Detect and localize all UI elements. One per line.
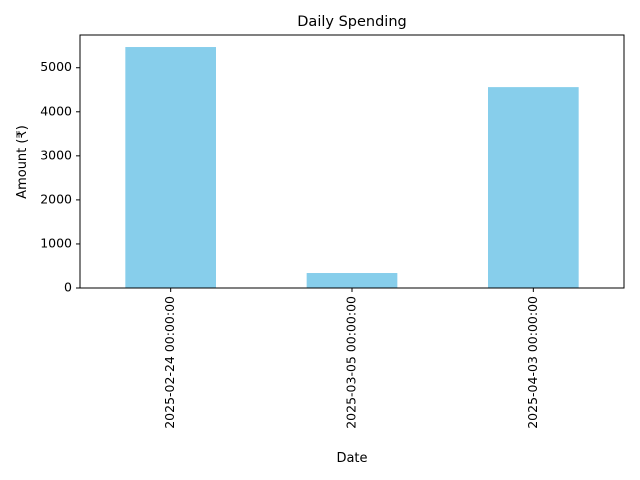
x-axis-label: Date bbox=[336, 451, 367, 466]
y-tick-label: 5000 bbox=[40, 59, 72, 74]
x-tick-label: 2025-02-24 00:00:00 bbox=[162, 296, 177, 429]
y-tick-label: 4000 bbox=[40, 103, 72, 118]
y-tick-label: 2000 bbox=[40, 191, 72, 206]
y-tick-label: 3000 bbox=[40, 147, 72, 162]
y-axis: 0 1000 2000 3000 4000 5000 bbox=[40, 59, 80, 295]
x-axis: 2025-02-24 00:00:00 2025-03-05 00:00:00 20… bbox=[162, 288, 540, 429]
x-tick-label: 2025-04-03 00:00:00 bbox=[525, 296, 540, 429]
y-tick-label: 0 bbox=[64, 280, 72, 295]
y-axis-label: Amount (₹) bbox=[15, 125, 30, 199]
bar bbox=[125, 47, 216, 288]
bar bbox=[488, 87, 579, 288]
chart-title: Daily Spending bbox=[297, 14, 406, 30]
bars-group bbox=[125, 47, 579, 288]
y-tick-label: 1000 bbox=[40, 235, 72, 250]
x-tick-label: 2025-03-05 00:00:00 bbox=[344, 296, 359, 429]
bar bbox=[306, 273, 398, 288]
